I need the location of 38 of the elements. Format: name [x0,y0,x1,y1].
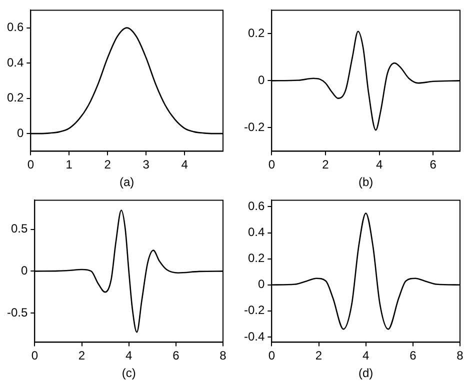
y-tick-label: -0.2 [244,120,265,134]
y-tick-label: 0.5 [10,222,28,236]
x-tick-label: 4 [125,348,132,363]
x-tick-label: 8 [220,348,227,363]
x-tick-label: 0 [268,348,276,363]
y-tick-label: 0.6 [6,20,24,34]
x-tick-label: 4 [362,348,370,363]
y-tick-label: 0 [258,277,265,292]
x-tick-label: 4 [376,158,383,172]
y-tick-label: 0.4 [6,55,24,70]
x-axis-title: (a) [120,175,134,190]
y-tick-label: -0.4 [244,329,265,344]
y-tick-label: -0.2 [244,303,265,318]
y-tick-label: 0.2 [248,251,265,266]
x-tick-label: 6 [172,348,180,363]
x-tick-label: 0 [31,348,38,363]
y-tick-label: 0 [20,264,28,278]
x-tick-label: 8 [456,348,464,363]
x-tick-label: 1 [66,158,73,172]
x-axis-title: (c) [122,366,136,380]
y-tick-label: 0.6 [248,199,265,214]
x-tick-label: 2 [78,348,86,363]
x-tick-label: 6 [430,158,437,172]
y-tick-label: 0.2 [6,90,24,105]
y-tick-label: -0.5 [6,305,28,320]
y-tick-label: 0.2 [248,26,265,40]
x-tick-label: 2 [104,158,112,172]
y-tick-label: 0 [16,126,24,140]
x-tick-label: 2 [315,348,322,363]
x-axis-title: (d) [358,366,374,380]
x-axis-title: (b) [358,175,374,190]
x-tick-label: 3 [142,158,150,172]
y-tick-label: 0 [258,73,265,88]
y-tick-label: 0.4 [248,225,265,240]
x-tick-label: 6 [410,348,417,363]
x-tick-label: 0 [268,158,276,172]
x-tick-label: 4 [181,158,188,172]
x-tick-label: 2 [322,158,330,172]
